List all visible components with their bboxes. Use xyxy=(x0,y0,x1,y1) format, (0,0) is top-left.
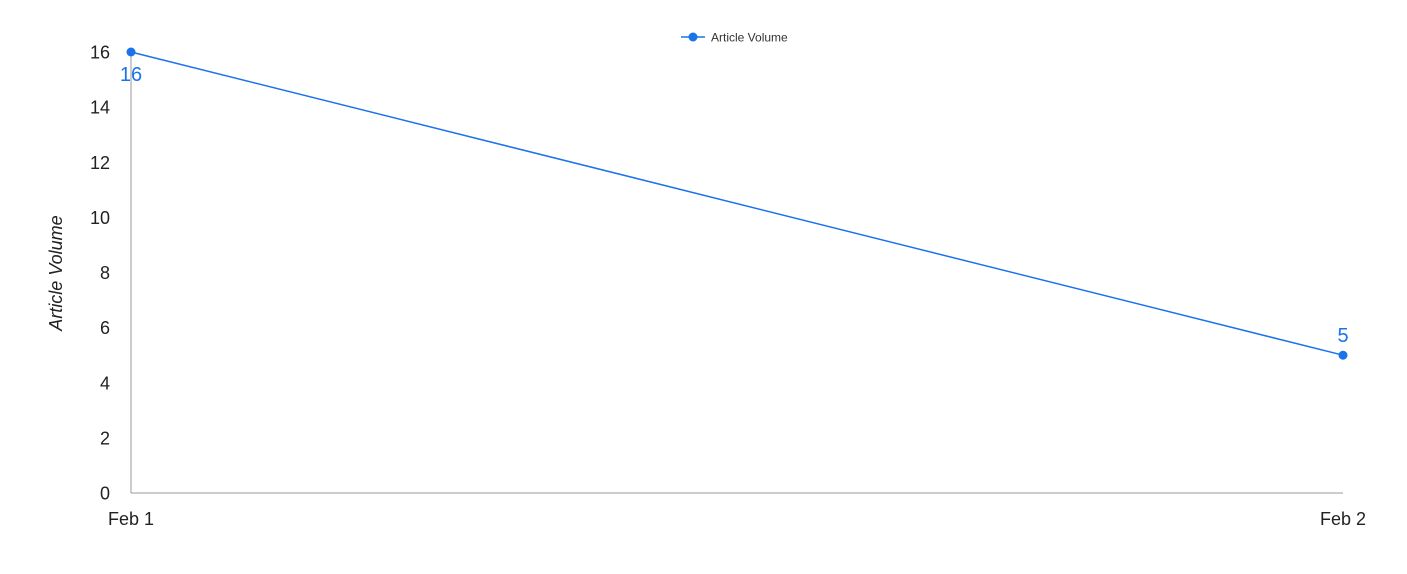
series-layer xyxy=(126,47,1348,360)
y-tick-label: 12 xyxy=(90,153,110,173)
legend-dot-marker xyxy=(688,32,698,42)
x-tick-label: Feb 2 xyxy=(1320,509,1366,529)
y-tick-label: 2 xyxy=(100,428,110,448)
y-axis-title: Article Volume xyxy=(46,215,66,331)
data-point xyxy=(1338,350,1348,360)
y-tick-label: 8 xyxy=(100,263,110,283)
legend: Article Volume xyxy=(681,31,788,45)
y-tick-label: 14 xyxy=(90,98,110,118)
y-tick-label: 10 xyxy=(90,208,110,228)
x-axis-ticks: Feb 1 Feb 2 xyxy=(108,509,1366,529)
legend-label: Article Volume xyxy=(711,31,788,45)
data-label: 5 xyxy=(1337,325,1348,347)
y-tick-label: 0 xyxy=(100,484,110,504)
y-axis-ticks: 0 2 4 6 8 10 12 14 16 xyxy=(90,43,110,504)
x-tick-label: Feb 1 xyxy=(108,509,154,529)
data-labels: 16 5 xyxy=(120,64,1349,347)
data-point xyxy=(126,47,136,57)
y-tick-label: 4 xyxy=(100,373,110,393)
y-tick-label: 16 xyxy=(90,43,110,63)
data-label: 16 xyxy=(120,64,142,86)
y-tick-label: 6 xyxy=(100,318,110,338)
series-line xyxy=(130,51,1344,356)
